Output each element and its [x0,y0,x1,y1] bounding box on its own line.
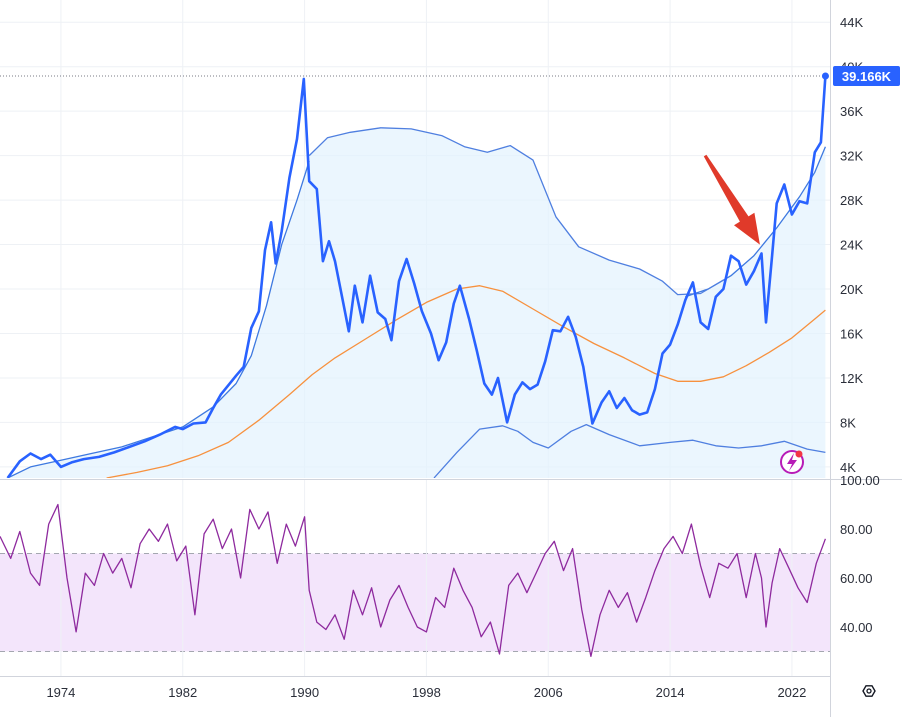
oscillator-tick-label: 100.00 [840,473,880,488]
series-band-lower [433,423,826,478]
price-tick-label: 4K [840,460,856,475]
series-band-upper [308,127,724,296]
last-price-dot [821,72,829,80]
time-tick-label: 2006 [534,685,563,700]
series-long-moving-average [106,285,826,478]
oscillator-pane[interactable] [0,480,830,676]
time-tick-label: 1982 [168,685,197,700]
last-price-badge: 39.166K [833,65,900,86]
price-tick-label: 8K [840,415,856,430]
series-oscillator [0,503,827,658]
time-axis[interactable]: 1974 1982 1990 1998 2006 2014 2022 [46,685,806,700]
oscillator-tick-label: 40.00 [840,620,873,635]
time-tick-label: 1990 [290,685,319,700]
oscillator-tick-label: 60.00 [840,571,873,586]
price-tick-label: 20K [840,282,863,297]
annotation-arrow-shape [703,154,760,245]
price-tick-label: 24K [840,238,863,253]
main-series [6,75,827,478]
annotation-arrow [703,154,760,245]
band-fill [7,127,826,478]
oscillator-axis[interactable]: 40.00 60.00 80.00 100.00 [840,473,880,635]
price-tick-label: 28K [840,193,863,208]
time-tick-label: 1998 [412,685,441,700]
oscillator-tick-label: 80.00 [840,522,873,537]
price-tick-label: 36K [840,104,863,119]
oscillator-band [0,553,830,652]
series-moving-average [7,161,310,478]
time-tick-label: 2014 [656,685,685,700]
price-tick-label: 16K [840,326,863,341]
time-tick-label: 2022 [777,685,806,700]
last-price-label: 39.166K [842,69,892,84]
price-tick-label: 32K [840,149,863,164]
price-tick-label: 12K [840,371,863,386]
oscillator-series [0,503,827,658]
series-price [6,75,827,478]
main-pane[interactable] [0,0,830,478]
price-tick-label: 44K [840,15,863,30]
time-tick-label: 1974 [46,685,75,700]
lightning-logo-icon[interactable] [780,450,804,474]
hexagon-settings-icon[interactable] [862,685,876,697]
